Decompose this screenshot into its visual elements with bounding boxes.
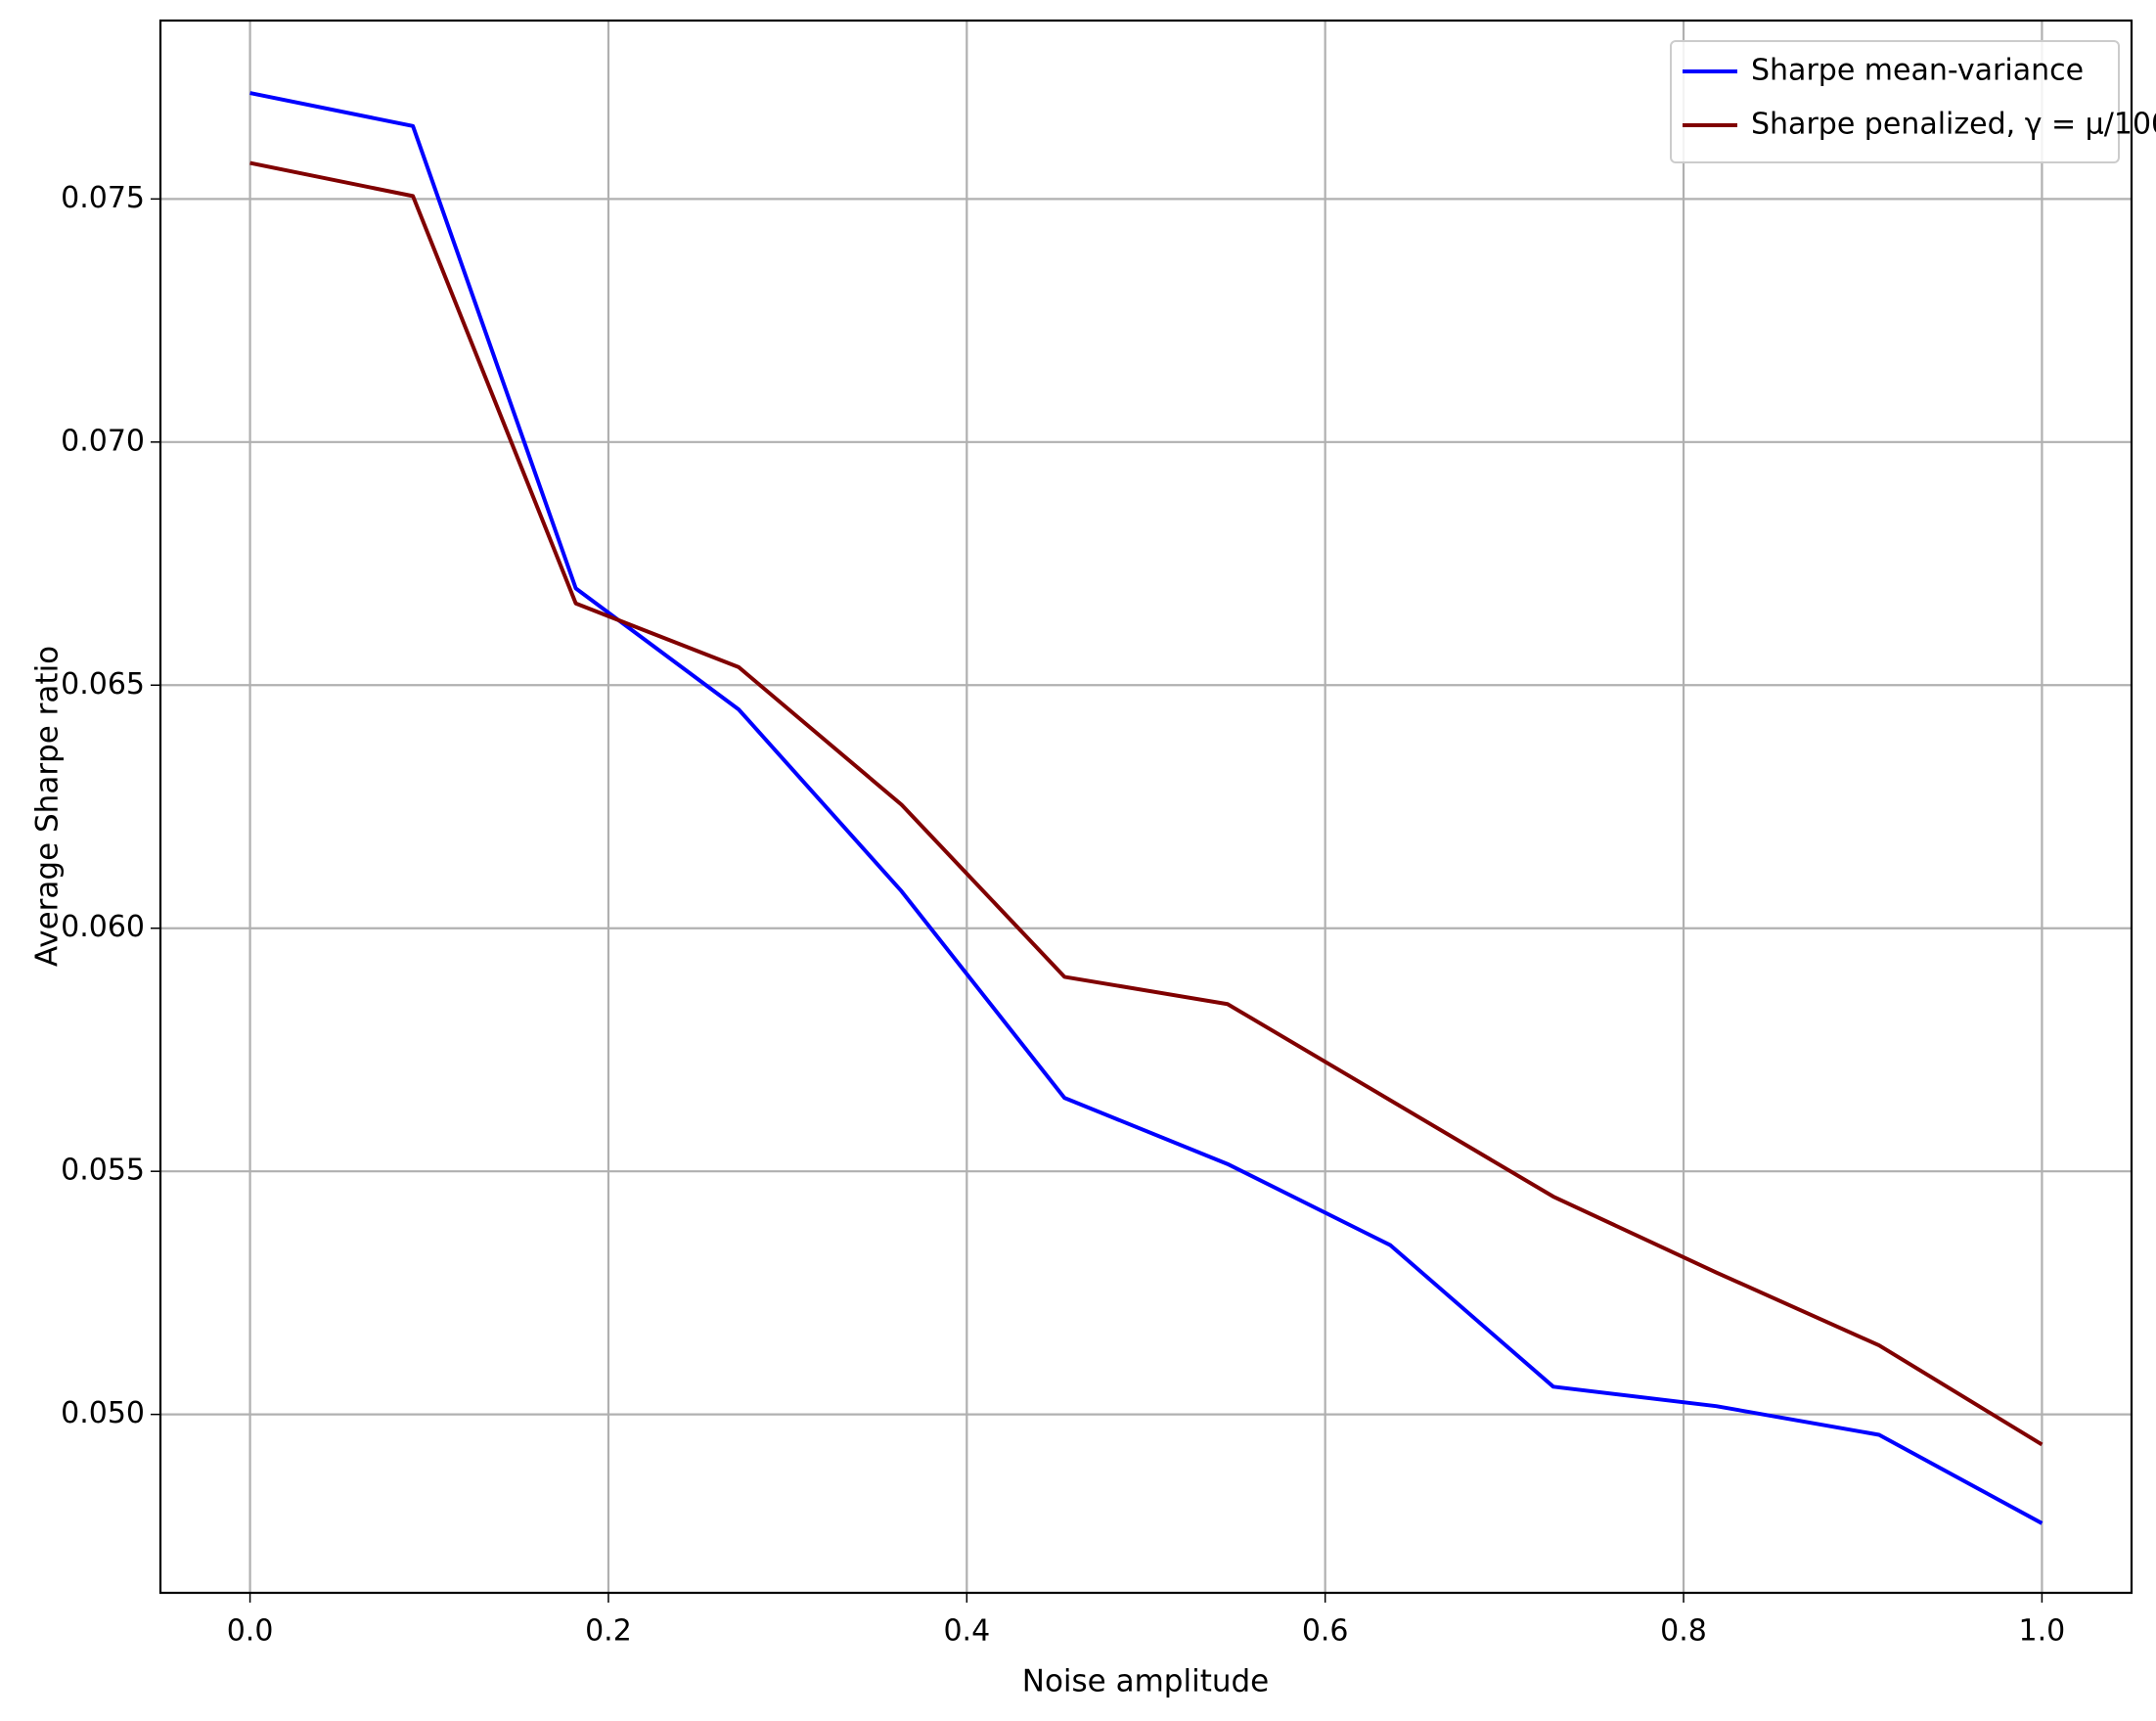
- legend-label: Sharpe penalized, γ = μ/100: [1751, 108, 2156, 142]
- line-series: [249, 160, 2044, 1447]
- legend-label: Sharpe mean-variance: [1751, 54, 2084, 88]
- line-series: [249, 91, 2044, 1525]
- plot-frame: [158, 19, 2134, 1595]
- legend-box: [1670, 40, 2120, 163]
- y-tick-label: 0.070: [61, 424, 145, 458]
- y-tick-label: 0.065: [61, 667, 145, 702]
- y-axis-label: Average Sharpe ratio: [30, 646, 66, 967]
- x-tick-label: 0.4: [943, 1614, 990, 1649]
- x-axis-label: Noise amplitude: [1022, 1664, 1270, 1699]
- x-tick-label: 0.6: [1302, 1614, 1349, 1649]
- x-tick-label: 1.0: [2019, 1614, 2066, 1649]
- y-tick-label: 0.055: [61, 1154, 145, 1188]
- y-tick-label: 0.060: [61, 910, 145, 944]
- y-tick-label: 0.075: [61, 181, 145, 215]
- x-tick-label: 0.2: [585, 1614, 632, 1649]
- x-tick-label: 0.0: [227, 1614, 274, 1649]
- x-tick-label: 0.8: [1660, 1614, 1707, 1649]
- y-tick-label: 0.050: [61, 1396, 145, 1430]
